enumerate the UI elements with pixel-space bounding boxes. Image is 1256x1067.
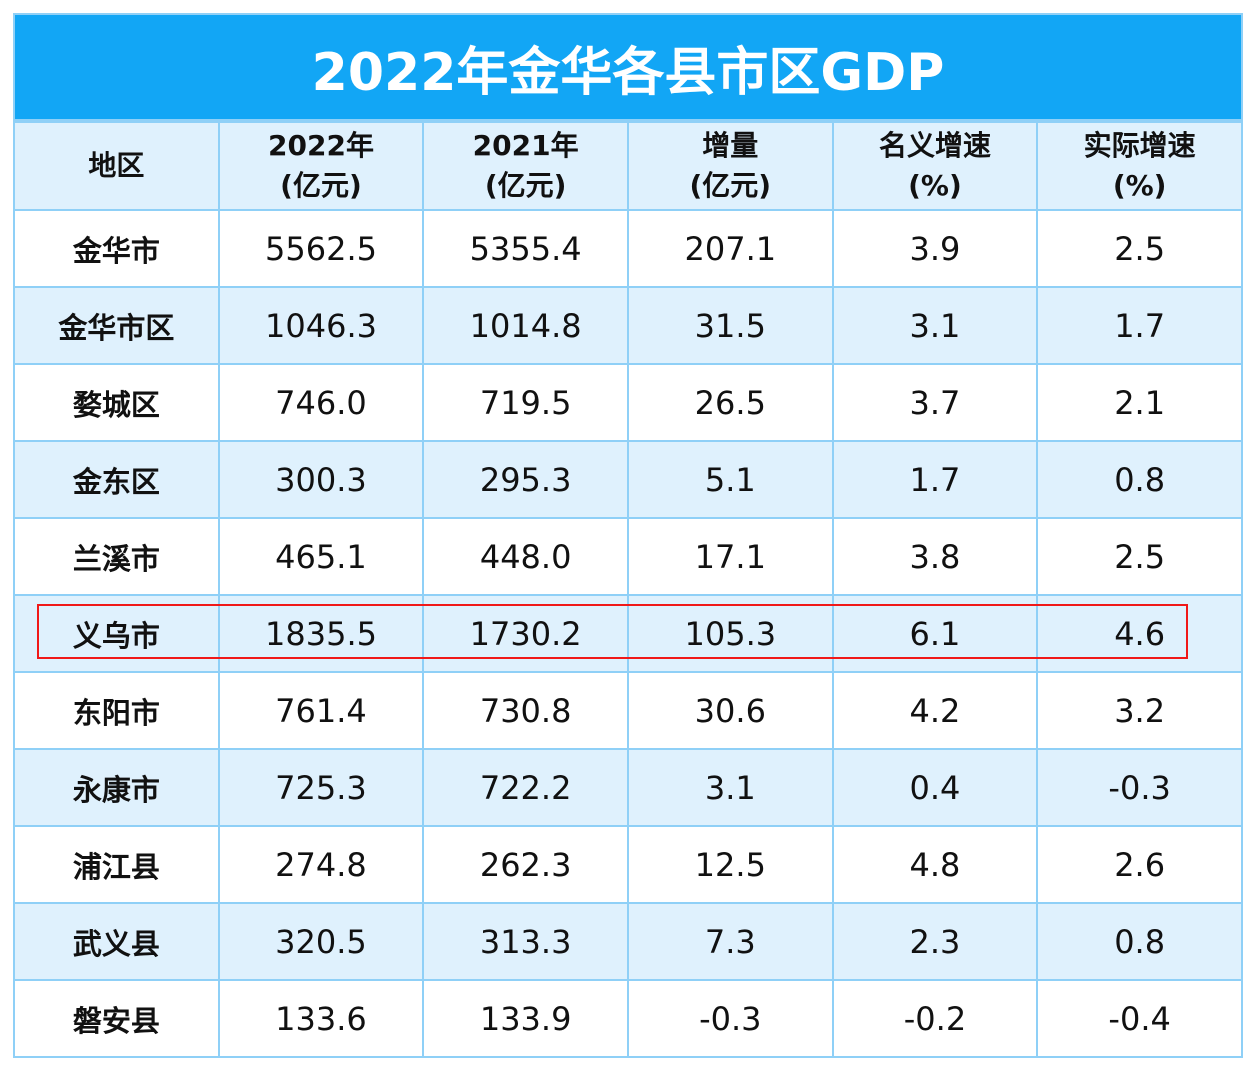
region-cell: 东阳市 <box>13 671 220 750</box>
value-cell: 133.6 <box>217 979 425 1058</box>
value-cell: 105.3 <box>626 594 834 673</box>
column-header-line: 实际增速 <box>1083 129 1196 162</box>
value-cell: -0.4 <box>1036 979 1243 1058</box>
table-row: 金东区 300.3 295.3 5.1 1.7 0.8 <box>13 440 1243 519</box>
column-header-line: 2022年 <box>268 129 374 162</box>
value-cell: -0.2 <box>831 979 1039 1058</box>
value-cell: 0.8 <box>1036 902 1243 981</box>
column-header-line: 地区 <box>88 149 145 182</box>
region-cell: 武义县 <box>13 902 220 981</box>
value-cell: 1014.8 <box>422 286 629 365</box>
value-cell: -0.3 <box>626 979 834 1058</box>
value-cell: 1835.5 <box>217 594 425 673</box>
value-cell: 26.5 <box>626 363 834 442</box>
value-cell: 2.5 <box>1036 517 1243 596</box>
value-cell: 7.3 <box>626 902 834 981</box>
value-cell: 31.5 <box>626 286 834 365</box>
header-row: 地区 2022年 (亿元) 2021年 (亿元) 增量 (亿元) 名义增速 (%) 实际增速 (%) <box>13 121 1243 211</box>
value-cell: 3.1 <box>626 748 834 827</box>
table-row: 磐安县 133.6 133.9 -0.3 -0.2 -0.4 <box>13 979 1243 1058</box>
value-cell: 3.1 <box>831 286 1039 365</box>
value-cell: 320.5 <box>217 902 425 981</box>
value-cell: 207.1 <box>626 209 834 288</box>
value-cell: 730.8 <box>422 671 629 750</box>
value-cell: 133.9 <box>422 979 629 1058</box>
table-row: 东阳市 761.4 730.8 30.6 4.2 3.2 <box>13 671 1243 750</box>
table-row: 金华市区 1046.3 1014.8 31.5 3.1 1.7 <box>13 286 1243 365</box>
value-cell: 0.4 <box>831 748 1039 827</box>
value-cell: 1730.2 <box>422 594 629 673</box>
gdp-table: 地区 2022年 (亿元) 2021年 (亿元) 增量 (亿元) 名义增速 (%) 实际增速 (%)… <box>13 121 1243 1058</box>
column-header: 实际增速 (%) <box>1036 121 1243 211</box>
value-cell: 3.9 <box>831 209 1039 288</box>
region-cell: 金华市区 <box>13 286 220 365</box>
value-cell: 1.7 <box>831 440 1039 519</box>
region-cell: 兰溪市 <box>13 517 220 596</box>
value-cell: 761.4 <box>217 671 425 750</box>
column-header: 地区 <box>13 121 220 211</box>
value-cell: 1.7 <box>1036 286 1243 365</box>
column-header-line: (%) <box>908 169 962 202</box>
column-header-line: 2021年 <box>472 129 579 162</box>
value-cell: 4.8 <box>831 825 1039 904</box>
column-header: 名义增速 (%) <box>831 121 1039 211</box>
value-cell: 3.8 <box>831 517 1039 596</box>
value-cell: 746.0 <box>217 363 425 442</box>
value-cell: 725.3 <box>217 748 425 827</box>
value-cell: 2.3 <box>831 902 1039 981</box>
value-cell: 5355.4 <box>422 209 629 288</box>
value-cell: 17.1 <box>626 517 834 596</box>
table-title: 2022年金华各县市区GDP <box>13 13 1243 121</box>
value-cell: 2.6 <box>1036 825 1243 904</box>
value-cell: 722.2 <box>422 748 629 827</box>
value-cell: 2.5 <box>1036 209 1243 288</box>
value-cell: 30.6 <box>626 671 834 750</box>
value-cell: 0.8 <box>1036 440 1243 519</box>
table-row: 浦江县 274.8 262.3 12.5 4.8 2.6 <box>13 825 1243 904</box>
value-cell: 295.3 <box>422 440 629 519</box>
column-header: 2021年 (亿元) <box>422 121 629 211</box>
value-cell: 313.3 <box>422 902 629 981</box>
column-header-line: (亿元) <box>689 169 772 202</box>
region-cell: 金华市 <box>13 209 220 288</box>
value-cell: 3.2 <box>1036 671 1243 750</box>
value-cell: 3.7 <box>831 363 1039 442</box>
column-header-line: (亿元) <box>484 169 567 202</box>
value-cell: 465.1 <box>217 517 425 596</box>
value-cell: 5.1 <box>626 440 834 519</box>
table-row: 武义县 320.5 313.3 7.3 2.3 0.8 <box>13 902 1243 981</box>
gdp-table-container: 2022年金华各县市区GDP 地区 2022年 (亿元) 2021年 (亿元) 增量 (亿元… <box>13 13 1243 1058</box>
table-row: 兰溪市 465.1 448.0 17.1 3.8 2.5 <box>13 517 1243 596</box>
value-cell: 12.5 <box>626 825 834 904</box>
region-cell: 磐安县 <box>13 979 220 1058</box>
value-cell: 1046.3 <box>217 286 425 365</box>
value-cell: 274.8 <box>217 825 425 904</box>
value-cell: 262.3 <box>422 825 629 904</box>
value-cell: 6.1 <box>831 594 1039 673</box>
value-cell: 300.3 <box>217 440 425 519</box>
region-cell: 永康市 <box>13 748 220 827</box>
value-cell: 5562.5 <box>217 209 425 288</box>
value-cell: 4.6 <box>1036 594 1243 673</box>
column-header: 2022年 (亿元) <box>217 121 425 211</box>
column-header-line: 名义增速 <box>878 129 991 162</box>
region-cell: 义乌市 <box>13 594 220 673</box>
value-cell: 719.5 <box>422 363 629 442</box>
table-row: 永康市 725.3 722.2 3.1 0.4 -0.3 <box>13 748 1243 827</box>
column-header-line: 增量 <box>702 129 759 162</box>
value-cell: -0.3 <box>1036 748 1243 827</box>
value-cell: 448.0 <box>422 517 629 596</box>
table-row: 婺城区 746.0 719.5 26.5 3.7 2.1 <box>13 363 1243 442</box>
column-header-line: (亿元) <box>280 169 362 202</box>
region-cell: 浦江县 <box>13 825 220 904</box>
column-header: 增量 (亿元) <box>626 121 834 211</box>
region-cell: 金东区 <box>13 440 220 519</box>
table-row: 金华市 5562.5 5355.4 207.1 3.9 2.5 <box>13 209 1243 288</box>
value-cell: 4.2 <box>831 671 1039 750</box>
value-cell: 2.1 <box>1036 363 1243 442</box>
column-header-line: (%) <box>1112 169 1167 202</box>
table-row: 义乌市 1835.5 1730.2 105.3 6.1 4.6 <box>13 594 1243 673</box>
region-cell: 婺城区 <box>13 363 220 442</box>
